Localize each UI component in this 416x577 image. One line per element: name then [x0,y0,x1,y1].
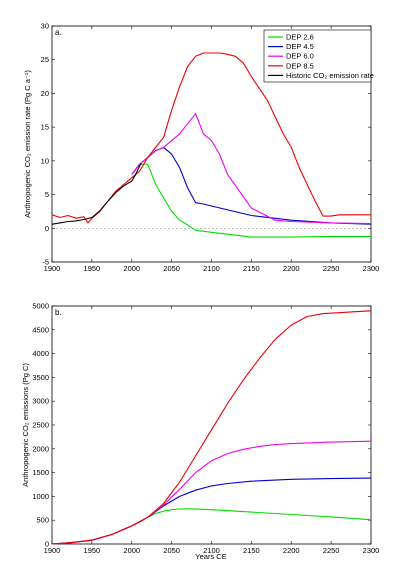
legend-entry: DEP 6.0 [286,52,314,61]
panel-b-x-tick-label: 2200 [283,546,300,555]
panel-a-y-tick-label: 15 [41,123,49,132]
panel-b-y-tick-label: 2000 [32,444,49,453]
panel-a-series-line-5 [51,163,142,225]
panel-a-x-tick-label: 2100 [203,264,220,273]
panel-a-ticks: 1900 1950 2000 2050 2100 2150 2200 2250 2300 -5 0 5… [41,22,380,274]
panel-b-series-line-2 [51,477,372,545]
legend-entry: Historic CO₂ emission rate [286,71,374,80]
panel-b: 1900 1950 2000 2050 2100 2150 2200 2250 2300 0 500… [21,302,379,562]
panel-b-frame [51,305,372,545]
panel-a-y-tick-label: 20 [41,89,49,98]
panel-b-series [51,310,372,545]
panel-b-x-tick-label: 2100 [203,546,220,555]
panel-a-y-tick-label: 25 [41,55,49,64]
panel-b-x-tick-label: 2300 [363,546,380,555]
panel-b-x-tick-label: 2150 [243,546,260,555]
panel-a-y-axis-label: Anthropogenic CO₂ emission rate (Pg C a⁻… [23,70,32,218]
panel-b-y-axis-label: Anthropogenic CO₂ emissions (Pg C) [21,363,30,487]
panel-b-x-tick-label: 2050 [163,546,180,555]
legend-entry: DEP 4.5 [286,42,314,51]
panel-a-series-line-3 [131,113,372,225]
panel-a: 1900 1950 2000 2050 2100 2150 2200 2250 2300 -5 0 5… [23,22,379,274]
panel-b-x-tick-label: 1950 [84,546,101,555]
panel-b-y-tick-label: 5000 [32,302,49,311]
panel-b-series-line-4 [51,310,372,545]
panel-b-x-tick-label: 1900 [44,546,61,555]
panel-b-x-tick-label: 2000 [123,546,140,555]
panel-a-y-tick-label: 10 [41,156,49,165]
panel-a-x-tick-label: 2250 [323,264,340,273]
panel-a-label: a. [55,28,62,37]
panel-b-label: b. [55,308,62,317]
panel-a-series-line-1 [131,163,371,238]
panel-b-y-tick-label: 500 [36,516,49,525]
panel-b-y-tick-label: 4000 [32,349,49,358]
panel-b-y-tick-label: 4500 [32,325,49,334]
panel-b-y-tick-label: 1000 [32,492,49,501]
panel-b-x-axis-label: Years CE [195,552,226,561]
panel-b-series-line-1 [51,508,372,545]
panel-a-x-tick-label: 2000 [123,264,140,273]
panel-b-series-line-3 [51,440,372,545]
panel-a-y-tick-label: 0 [45,224,49,233]
panel-a-x-tick-label: 1900 [44,264,61,273]
panel-b-ticks: 1900 1950 2000 2050 2100 2150 2200 2250 2300 0 500… [32,302,379,556]
legend-entry: DEP 2.6 [286,33,314,42]
panel-b-y-tick-label: 2500 [32,421,49,430]
panel-b-y-tick-label: 0 [45,540,49,549]
panel-a-x-tick-label: 2050 [163,264,180,273]
panel-a-y-tick-label: -5 [42,258,49,267]
panel-a-x-tick-label: 2150 [243,264,260,273]
panel-a-series [51,52,372,238]
panel-a-x-tick-label: 2200 [283,264,300,273]
panel-b-x-tick-label: 2250 [323,546,340,555]
panel-b-y-tick-label: 3500 [32,373,49,382]
panel-b-y-tick-label: 1500 [32,468,49,477]
panel-a-series-line-2 [131,146,372,225]
panel-a-y-tick-label: 5 [45,190,49,199]
panel-a-x-tick-label: 2300 [363,264,380,273]
panel-a-y-tick-label: 30 [41,22,49,31]
legend-entry: DEP 8.5 [286,61,314,70]
panel-a-x-tick-label: 1950 [84,264,101,273]
panel-b-y-tick-label: 3000 [32,397,49,406]
